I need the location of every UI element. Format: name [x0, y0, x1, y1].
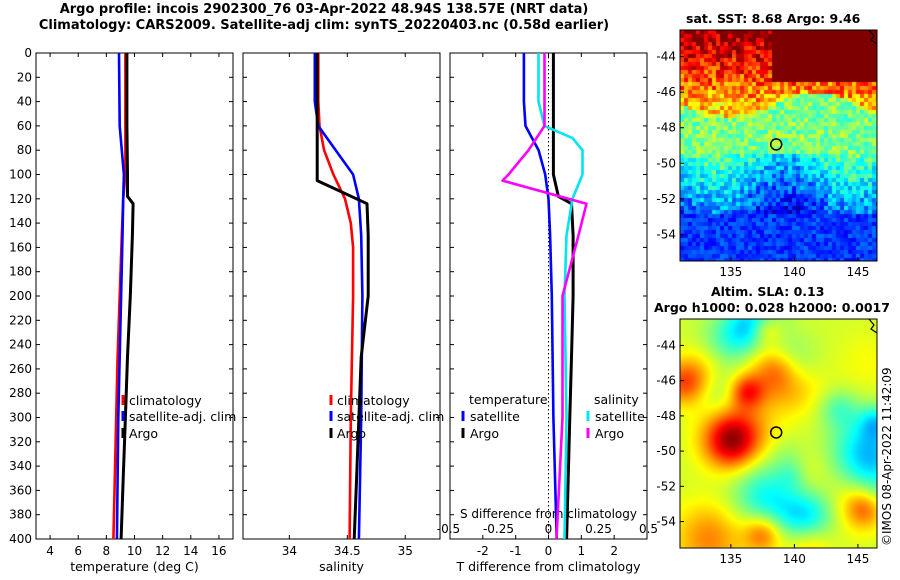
x-axis-label: temperature (deg C): [70, 559, 199, 574]
y-tick-label: 20: [17, 70, 32, 84]
y-tick-label: 80: [17, 143, 32, 157]
legend-label: satellite-adj. clim: [129, 409, 236, 424]
y-tick-label: 0: [24, 46, 32, 60]
s-tick-label: 0: [545, 522, 553, 536]
series-group: [313, 53, 370, 539]
x-tick-label: 2: [610, 544, 618, 558]
legend-label: Argo: [337, 426, 366, 441]
s-tick-label: -0.5: [437, 522, 460, 536]
x-tick-label: 35: [398, 544, 413, 558]
x-tick-label: -1: [510, 544, 522, 558]
x-tick-label: 0: [545, 544, 553, 558]
axes-box: [35, 52, 234, 540]
x-tick-label: -2: [477, 544, 489, 558]
legend-header-temperature: temperature: [469, 392, 548, 407]
series-line-argo: [119, 53, 135, 539]
series-line-t-satellite: [522, 53, 558, 539]
y-tick-label: 260: [9, 362, 32, 376]
sla-title-2: Argo h1000: 0.028 h2000: 0.0017: [654, 300, 890, 315]
y-tick-label: 240: [9, 338, 32, 352]
series-group: [112, 53, 135, 539]
x-tick-label: 6: [74, 544, 82, 558]
difference-panel: -2 -1 0 1 2T difference from climatology S di…: [437, 52, 658, 574]
x-axis-label: T difference from climatology: [455, 559, 641, 574]
y-tick-label: 360: [9, 483, 32, 497]
y-tick-label: 140: [9, 216, 32, 230]
x-tick-label: 4: [46, 544, 54, 558]
legend-label: satellite: [595, 409, 645, 424]
legend-label: Argo: [595, 426, 624, 441]
x-tick-label: 12: [155, 544, 170, 558]
temperature-panel: 0 20 40 60 80 100 120 140 160 180 200 220 240 260 280 3…: [9, 46, 236, 574]
y-tick-label: 320: [9, 435, 32, 449]
legend-header-salinity: salinity: [594, 392, 639, 407]
x-tick-label: 34.5: [334, 544, 361, 558]
series-group: [501, 53, 588, 539]
x-tick-label: 10: [127, 544, 142, 558]
legend-label: Argo: [470, 426, 499, 441]
s-tick-label: 0.25: [585, 522, 612, 536]
y-tick-label: 220: [9, 313, 32, 327]
y-tick-label: 400: [9, 532, 32, 546]
x-axis-label: salinity: [319, 559, 364, 574]
title-line-2: Climatology: CARS2009. Satellite-adj cli…: [38, 18, 610, 33]
x-tick-label: 8: [103, 544, 111, 558]
sst-title: sat. SST: 8.68 Argo: 9.46: [686, 11, 861, 26]
legend-label: Argo: [129, 426, 158, 441]
y-tick-label: 340: [9, 459, 32, 473]
y-tick-label: 200: [9, 289, 32, 303]
series-line-argo: [315, 53, 370, 539]
y-tick-label: 60: [17, 119, 32, 133]
y-tick-label: 300: [9, 411, 32, 425]
series-line-s-satellite: [537, 53, 584, 539]
axes-box: [242, 52, 441, 540]
y-tick-label: 160: [9, 240, 32, 254]
y-tick-label: 280: [9, 386, 32, 400]
series-line-s-argo: [501, 53, 588, 539]
legend-label: satellite-adj. clim: [337, 409, 444, 424]
y-tick-label: 40: [17, 95, 32, 109]
title-line-1: Argo profile: incois 2902300_76 03-Apr-2…: [59, 2, 589, 17]
legend-label: climatology: [337, 393, 410, 408]
sla-title-1: Altim. SLA: 0.13: [711, 284, 825, 299]
x-tick-label: 1: [578, 544, 586, 558]
y-tick-label: 180: [9, 265, 32, 279]
sst-map-image: [680, 30, 877, 261]
sla-map-image: [680, 319, 877, 548]
s-axis-title: S difference from climatology: [460, 507, 637, 521]
series-line-t-argo: [551, 53, 575, 539]
x-tick-label: 34: [282, 544, 297, 558]
s-tick-label: 0.5: [639, 522, 658, 536]
legend-label: satellite: [470, 409, 520, 424]
s-tick-label: -0.25: [483, 522, 514, 536]
series-line-climatology: [316, 53, 355, 539]
y-tick-label: 100: [9, 168, 32, 182]
y-tick-label: 380: [9, 508, 32, 522]
copyright-stamp: ©IMOS 08-Apr-2022 11:42:09: [880, 367, 894, 546]
salinity-panel: 34 34.5 35 salinity climatologysatellite-adj…: [242, 52, 444, 574]
x-tick-label: 16: [211, 544, 226, 558]
x-tick-label: 14: [183, 544, 198, 558]
y-tick-label: 120: [9, 192, 32, 206]
legend-label: climatology: [129, 393, 202, 408]
series-line-satellite-adj-clim: [115, 53, 126, 539]
